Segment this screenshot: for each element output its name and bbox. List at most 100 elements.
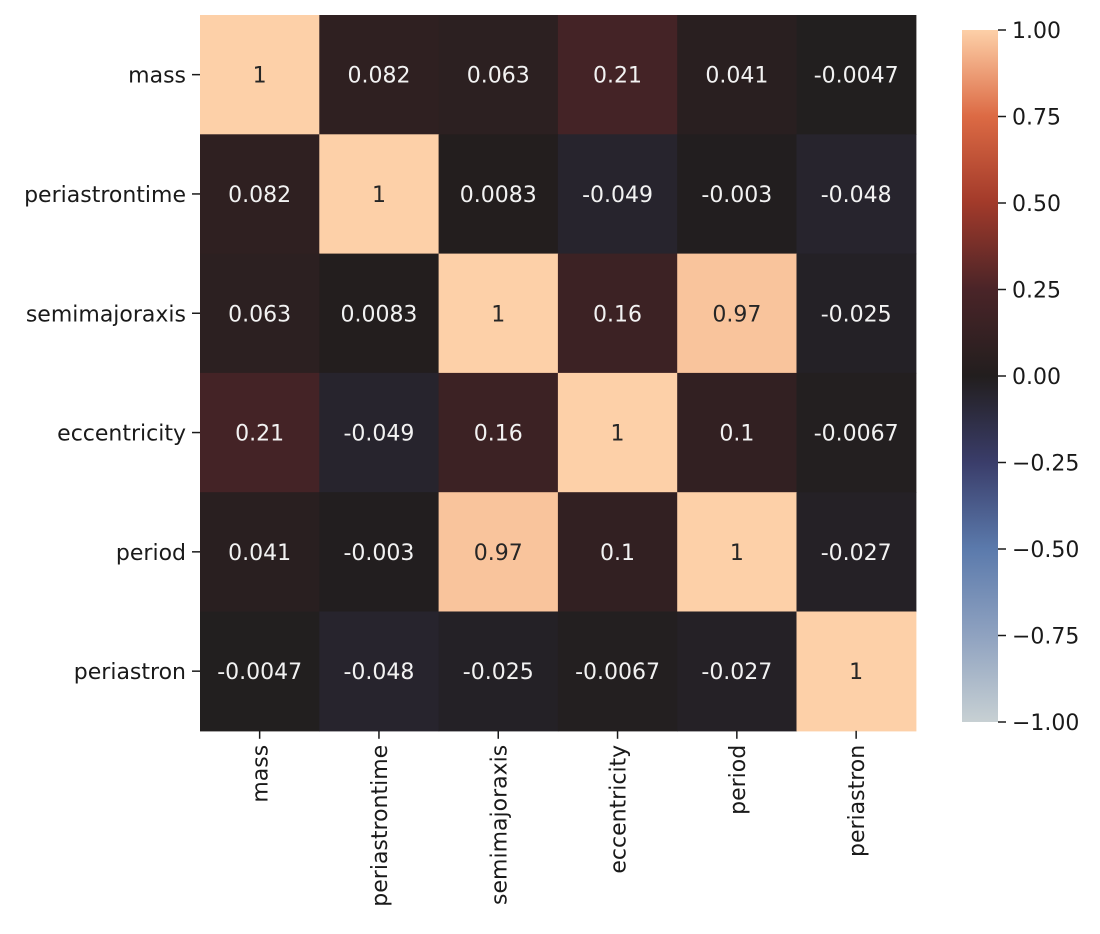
heatmap-cell-mass-mass <box>200 15 320 135</box>
cell-value-label: 0.063 <box>467 64 530 89</box>
cell-value-label: -0.027 <box>701 660 772 685</box>
cell-value-label: 0.082 <box>347 64 410 89</box>
cell-value-label: 1 <box>611 422 625 447</box>
cell-value-label: 0.1 <box>600 541 635 566</box>
cell-value-label: 0.041 <box>228 541 291 566</box>
cell-value-label: 1 <box>491 302 505 327</box>
heatmap-cell-periastrontime-period <box>677 134 798 255</box>
cell-value-label: 1 <box>730 541 744 566</box>
y-tick-label-periastron: periastron <box>74 660 186 685</box>
cell-value-label: 0.0083 <box>460 183 537 208</box>
cell-value-label: -0.027 <box>821 541 892 566</box>
cell-value-label: 0.16 <box>474 422 523 447</box>
heatmap-cell-periastrontime-periastrontime <box>319 134 440 255</box>
colorbar-tick-label: −0.50 <box>1012 538 1079 563</box>
heatmap-cell-semimajoraxis-period <box>677 253 798 374</box>
cell-value-label: -0.048 <box>821 183 892 208</box>
heatmap-cell-periastrontime-mass <box>200 134 320 255</box>
cell-value-label: -0.0047 <box>814 64 899 89</box>
heatmap-annotations: 1 0.082 0.063 0.21 0.041 -0.0047 0.082 1 0.0083 -… <box>217 64 898 686</box>
heatmap-cell-period-periastrontime <box>319 492 440 613</box>
x-tick-label-semimajoraxis: semimajoraxis <box>487 745 512 905</box>
heatmap-cell-semimajoraxis-eccentricity <box>557 253 678 374</box>
y-tick-label-mass: mass <box>128 64 186 89</box>
x-tick-label-periastron: periastron <box>845 745 870 857</box>
heatmap-cell-periastrontime-eccentricity <box>557 134 678 255</box>
colorbar-tick-label: 0.50 <box>1012 192 1061 217</box>
cell-value-label: 0.1 <box>719 422 754 447</box>
heatmap-cell-periastron-eccentricity <box>557 611 678 732</box>
heatmap-cell-period-eccentricity <box>557 492 678 613</box>
heatmap-cell-period-period <box>677 492 798 613</box>
heatmap-cell-eccentricity-mass <box>200 372 320 493</box>
heatmap-cell-periastrontime-semimajoraxis <box>438 134 559 255</box>
cell-value-label: 0.082 <box>228 183 291 208</box>
heatmap-cell-semimajoraxis-periastron <box>796 253 917 374</box>
colorbar-tick-label: 0.25 <box>1012 279 1061 304</box>
cell-value-label: -0.0067 <box>814 422 899 447</box>
colorbar-gradient <box>962 30 998 722</box>
heatmap-cell-mass-semimajoraxis <box>438 15 559 135</box>
heatmap-cell-periastron-periastron <box>796 611 917 732</box>
cell-value-label: 0.0083 <box>340 302 417 327</box>
cell-value-label: -0.025 <box>821 302 892 327</box>
colorbar-tick-label: −0.75 <box>1012 625 1079 650</box>
heatmap-cells <box>200 15 917 732</box>
heatmap-cell-period-periastron <box>796 492 917 613</box>
x-tick-label-eccentricity: eccentricity <box>607 745 632 874</box>
colorbar: 1.00 0.75 0.50 0.25 0.00 −0.25 −0.50 −0.75 −1.00 <box>962 19 1079 736</box>
heatmap-cell-period-semimajoraxis <box>438 492 559 613</box>
heatmap-cell-eccentricity-periastrontime <box>319 372 440 493</box>
cell-value-label: 0.97 <box>474 541 523 566</box>
y-tick-label-periastrontime: periastrontime <box>24 183 186 208</box>
cell-value-label: -0.049 <box>582 183 653 208</box>
y-tick-label-period: period <box>116 541 186 566</box>
y-axis: mass periastrontime semimajoraxis eccentric… <box>24 64 200 685</box>
cell-value-label: 0.063 <box>228 302 291 327</box>
x-axis: mass periastrontime semimajoraxis eccentric… <box>249 730 870 907</box>
heatmap-cell-eccentricity-periastron <box>796 372 917 493</box>
heatmap-cell-period-mass <box>200 492 320 613</box>
colorbar-tick-label: −1.00 <box>1012 711 1079 736</box>
heatmap-cell-periastron-mass <box>200 611 320 732</box>
heatmap-cell-eccentricity-semimajoraxis <box>438 372 559 493</box>
cell-value-label: -0.003 <box>343 541 414 566</box>
cell-value-label: -0.0067 <box>575 660 660 685</box>
cell-value-label: 0.21 <box>593 64 642 89</box>
heatmap-cell-eccentricity-eccentricity <box>557 372 678 493</box>
colorbar-tick-label: −0.25 <box>1012 452 1079 477</box>
heatmap-cell-mass-eccentricity <box>557 15 678 135</box>
cell-value-label: -0.049 <box>343 422 414 447</box>
heatmap-cell-semimajoraxis-periastrontime <box>319 253 440 374</box>
cell-value-label: -0.003 <box>701 183 772 208</box>
cell-value-label: 1 <box>849 660 863 685</box>
cell-value-label: 0.97 <box>712 302 761 327</box>
y-tick-label-eccentricity: eccentricity <box>57 422 186 447</box>
heatmap-cell-eccentricity-period <box>677 372 798 493</box>
heatmap-cell-mass-periastron <box>796 15 917 135</box>
heatmap-cell-periastron-semimajoraxis <box>438 611 559 732</box>
cell-value-label: -0.025 <box>463 660 534 685</box>
heatmap-cell-semimajoraxis-semimajoraxis <box>438 253 559 374</box>
colorbar-tick-label: 0.75 <box>1012 106 1061 131</box>
heatmap-cell-periastron-periastrontime <box>319 611 440 732</box>
heatmap-cell-periastrontime-periastron <box>796 134 917 255</box>
cell-value-label: 0.041 <box>705 64 768 89</box>
cell-value-label: 0.16 <box>593 302 642 327</box>
cell-value-label: -0.0047 <box>217 660 302 685</box>
x-tick-label-mass: mass <box>249 745 274 803</box>
y-tick-label-semimajoraxis: semimajoraxis <box>26 302 186 327</box>
cell-value-label: 1 <box>372 183 386 208</box>
heatmap-cell-mass-periastrontime <box>319 15 440 135</box>
heatmap-cell-semimajoraxis-mass <box>200 253 320 374</box>
x-tick-label-periastrontime: periastrontime <box>368 745 393 907</box>
cell-value-label: -0.048 <box>343 660 414 685</box>
colorbar-tick-label: 0.00 <box>1012 365 1061 390</box>
heatmap-cell-periastron-period <box>677 611 798 732</box>
cell-value-label: 0.21 <box>235 422 284 447</box>
cell-value-label: 1 <box>253 64 267 89</box>
heatmap-cell-mass-period <box>677 15 798 135</box>
x-tick-label-period: period <box>726 745 751 815</box>
colorbar-tick-label: 1.00 <box>1012 19 1061 44</box>
